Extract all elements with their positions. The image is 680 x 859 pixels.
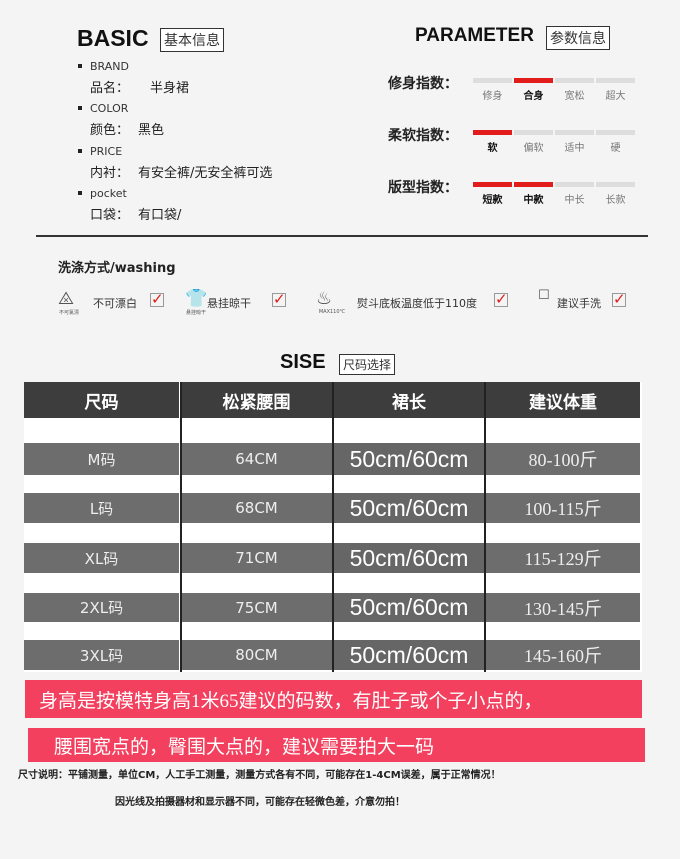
info-value: 黑色 (138, 123, 165, 138)
hang-dry-icon: 👕 (185, 288, 208, 309)
icon-caption: MAX110℃ (318, 309, 346, 315)
parameter-subtitle: 参数信息 (546, 26, 610, 50)
table-cell: 50cm/60cm (334, 593, 484, 622)
scale-segment (596, 182, 635, 187)
fit-advice-banner-1: 身高是按模特身高1米65建议的码数，有肚子或个子小点的， (25, 680, 642, 718)
scale-option: 中款 (523, 195, 544, 206)
info-label: 口袋： (90, 208, 130, 223)
info-value: 有口袋/ (138, 208, 182, 223)
info-en-label: PRICE (90, 145, 123, 158)
column-header: 尺码 (24, 382, 179, 418)
scale-segment (555, 78, 594, 83)
icon-caption: 不可氯漂 (58, 310, 79, 316)
scale-segment (555, 182, 594, 187)
no-bleach-icon: ⨻ (58, 288, 75, 309)
scale-option: 适中 (564, 143, 585, 154)
hand-wash-icon: ☐ (538, 288, 550, 303)
washing-label: 悬挂晾干 (207, 297, 251, 310)
icon-caption: 悬挂晾干 (185, 310, 206, 316)
parameter-label: 修身指数： (388, 76, 458, 92)
size-title: SISE (280, 351, 326, 373)
basic-title: BASIC (77, 25, 149, 51)
washing-label: 熨斗底板温度低于110度 (357, 297, 477, 310)
scale-option: 短款 (482, 195, 503, 206)
scale-option: 软 (487, 143, 498, 154)
bullet-icon (78, 149, 82, 153)
table-cell: 130-145斤 (486, 593, 640, 622)
info-label: 品名： (90, 81, 130, 96)
table-cell: L码 (24, 493, 179, 523)
scale-segment (473, 130, 512, 135)
scale-segment (555, 130, 594, 135)
scale-option: 超大 (605, 91, 626, 102)
table-cell: M码 (24, 443, 179, 475)
iron-icon: ♨ (316, 288, 333, 309)
info-label: 内衬： (90, 166, 130, 181)
washing-label: 不可漂白 (93, 297, 137, 310)
scale-option: 偏软 (523, 143, 544, 154)
info-en-label: pocket (90, 187, 127, 200)
scale-option: 中长 (564, 195, 585, 206)
parameter-title: PARAMETER (415, 25, 534, 46)
scale-option: 宽松 (564, 91, 585, 102)
size-subtitle: 尺码选择 (339, 354, 396, 375)
parameter-label: 版型指数： (388, 180, 458, 196)
scale-option: 硬 (610, 143, 621, 154)
table-cell: 2XL码 (24, 593, 179, 622)
info-en-label: BRAND (90, 60, 129, 73)
washing-label: 建议手洗 (557, 297, 601, 310)
scale-option: 合身 (523, 91, 544, 102)
scale-option: 长款 (605, 195, 626, 206)
scale-segment (596, 130, 635, 135)
table-cell: 50cm/60cm (334, 640, 484, 670)
scale-segment (473, 182, 512, 187)
checkmark-icon: ✓ (150, 290, 164, 308)
scale-segment (473, 78, 512, 83)
column-header: 松紧腰围 (181, 382, 332, 418)
scale-segment (514, 78, 553, 83)
table-cell: XL码 (24, 543, 179, 573)
scale-option: 修身 (482, 91, 503, 102)
info-value: 半身裙 (150, 81, 190, 96)
scale-segment (514, 182, 553, 187)
table-cell: 50cm/60cm (334, 543, 484, 573)
table-cell: 145-160斤 (486, 640, 640, 670)
info-en-label: COLOR (90, 102, 129, 115)
checkmark-icon: ✓ (494, 290, 508, 308)
measurement-note: 尺寸说明：平铺测量，单位CM，人工手工测量，测量方式各有不同，可能存在1-4CM… (18, 770, 501, 781)
bullet-icon (78, 106, 82, 110)
fit-advice-banner-2: 腰围宽点的，臀围大点的，建议需要拍大一码 (28, 728, 645, 762)
divider (36, 235, 648, 237)
column-divider (332, 382, 334, 672)
scale-segment (514, 130, 553, 135)
checkmark-icon: ✓ (612, 290, 626, 308)
column-header: 建议体重 (486, 382, 640, 418)
column-divider (484, 382, 486, 672)
table-cell: 75CM (181, 593, 332, 622)
bullet-icon (78, 64, 82, 68)
table-cell: 68CM (181, 493, 332, 523)
washing-title: 洗涤方式/washing (58, 261, 176, 276)
checkmark-icon: ✓ (272, 290, 286, 308)
table-cell: 3XL码 (24, 640, 179, 670)
scale-segment (596, 78, 635, 83)
column-divider (180, 382, 182, 672)
table-cell: 50cm/60cm (334, 493, 484, 523)
parameter-label: 柔软指数： (388, 128, 458, 144)
basic-subtitle: 基本信息 (160, 28, 224, 52)
color-note: 因光线及拍摄器材和显示器不同，可能存在轻微色差，介意勿拍！ (115, 797, 405, 808)
bullet-icon (78, 191, 82, 195)
info-label: 颜色： (90, 123, 130, 138)
table-cell: 64CM (181, 443, 332, 475)
table-cell: 115-129斤 (486, 543, 640, 573)
table-cell: 50cm/60cm (334, 443, 484, 475)
column-header: 裙长 (334, 382, 484, 418)
table-cell: 71CM (181, 543, 332, 573)
table-cell: 80CM (181, 640, 332, 670)
table-cell: 100-115斤 (486, 493, 640, 523)
info-value: 有安全裤/无安全裤可选 (138, 166, 273, 181)
table-cell: 80-100斤 (486, 443, 640, 475)
